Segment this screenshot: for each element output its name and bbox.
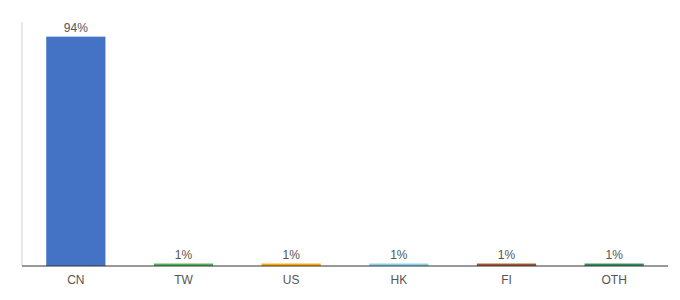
- data-labels: 94% 1% 1% 1% 1% 1%: [64, 21, 623, 262]
- data-label: 1%: [498, 248, 516, 262]
- data-label: 1%: [175, 248, 193, 262]
- data-label: 1%: [282, 248, 300, 262]
- bar: [46, 37, 105, 266]
- x-axis-line: [22, 266, 668, 267]
- y-axis-line: [22, 22, 23, 266]
- data-label: 1%: [605, 248, 623, 262]
- x-tick-label: OTH: [601, 273, 626, 287]
- chart-container: 94% 1% 1% 1% 1% 1% CN TW US HK FI OTH: [0, 0, 680, 300]
- page: {"chart_data": {"type": "bar", "categori…: [0, 0, 680, 300]
- x-tick-label: HK: [390, 273, 407, 287]
- chart-svg: 94% 1% 1% 1% 1% 1% CN TW US HK FI OTH: [0, 0, 680, 300]
- x-tick-label: TW: [174, 273, 193, 287]
- x-tick-label: US: [283, 273, 300, 287]
- data-label: 1%: [390, 248, 408, 262]
- x-tick-labels: CN TW US HK FI OTH: [67, 273, 627, 287]
- bars: [46, 37, 644, 266]
- x-tick-label: CN: [67, 273, 84, 287]
- x-tick-label: FI: [501, 273, 512, 287]
- data-label: 94%: [64, 21, 88, 35]
